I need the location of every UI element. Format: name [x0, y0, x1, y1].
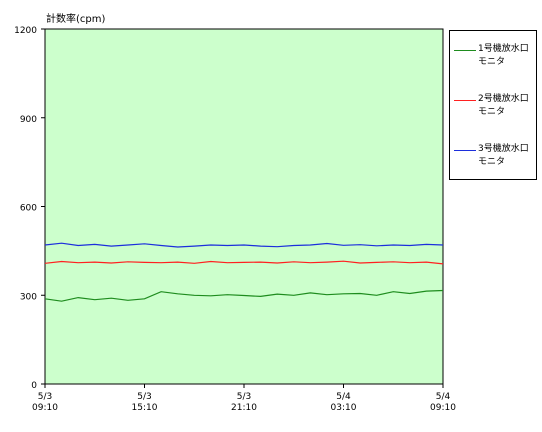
- legend-item-1: 1号機放水口 モニタ: [454, 43, 538, 73]
- legend-swatch-2: [454, 100, 476, 101]
- legend-swatch-1: [454, 50, 476, 51]
- y-axis-label: 計数率(cpm): [46, 14, 106, 25]
- plot-area: [44, 28, 444, 385]
- x-tick-label-date: 5/4: [336, 392, 351, 402]
- x-tick-label-time: 09:10: [430, 403, 456, 413]
- legend-label-1: 1号機放水口 モニタ: [478, 43, 529, 69]
- legend-label-2-line1: 2号機放水口: [478, 94, 529, 104]
- y-tick-label: 300: [20, 292, 37, 302]
- x-tick-label-date: 5/3: [137, 392, 151, 402]
- series-line-1: [44, 289, 444, 302]
- legend: 1号機放水口 モニタ 2号機放水口 モニタ 3号機放水口 モニタ: [449, 30, 537, 180]
- y-tick-label: 600: [20, 204, 37, 214]
- x-tick-label-time: 03:10: [331, 403, 357, 413]
- legend-item-2: 2号機放水口 モニタ: [454, 93, 538, 123]
- x-tick-label-date: 5/3: [237, 392, 251, 402]
- legend-label-3-line2: モニタ: [478, 157, 506, 167]
- legend-item-3: 3号機放水口 モニタ: [454, 143, 538, 173]
- legend-label-2: 2号機放水口 モニタ: [478, 93, 529, 119]
- x-tick-label-date: 5/3: [38, 392, 52, 402]
- series-line-2: [44, 260, 444, 265]
- legend-label-1-line1: 1号機放水口: [478, 44, 529, 54]
- series-line-3: [44, 242, 444, 248]
- y-tick-label: 0: [31, 381, 37, 391]
- legend-label-1-line2: モニタ: [478, 57, 506, 67]
- y-tick-label: 900: [20, 115, 37, 125]
- x-tick-label-time: 15:10: [132, 403, 158, 413]
- legend-label-2-line2: モニタ: [478, 107, 506, 117]
- x-tick-label-date: 5/4: [436, 392, 451, 402]
- x-tick-label-time: 21:10: [231, 403, 257, 413]
- legend-swatch-3: [454, 150, 476, 151]
- x-tick-label-time: 09:10: [32, 403, 58, 413]
- y-tick-label: 1200: [14, 26, 37, 36]
- legend-label-3: 3号機放水口 モニタ: [478, 143, 529, 169]
- legend-label-3-line1: 3号機放水口: [478, 144, 529, 154]
